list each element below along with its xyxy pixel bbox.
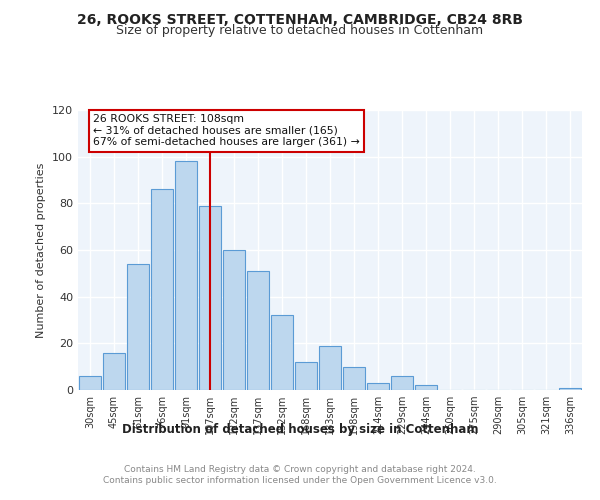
Text: Size of property relative to detached houses in Cottenham: Size of property relative to detached ho… bbox=[116, 24, 484, 37]
Text: Contains public sector information licensed under the Open Government Licence v3: Contains public sector information licen… bbox=[103, 476, 497, 485]
Text: Distribution of detached houses by size in Cottenham: Distribution of detached houses by size … bbox=[122, 422, 478, 436]
Bar bbox=[151, 190, 173, 390]
Bar bbox=[127, 264, 149, 390]
Bar bbox=[199, 206, 221, 390]
Text: Contains HM Land Registry data © Crown copyright and database right 2024.: Contains HM Land Registry data © Crown c… bbox=[124, 465, 476, 474]
Text: 26, ROOKS STREET, COTTENHAM, CAMBRIDGE, CB24 8RB: 26, ROOKS STREET, COTTENHAM, CAMBRIDGE, … bbox=[77, 12, 523, 26]
Bar bbox=[79, 376, 101, 390]
Bar bbox=[223, 250, 245, 390]
Bar bbox=[103, 352, 125, 390]
Bar bbox=[367, 383, 389, 390]
Bar bbox=[247, 271, 269, 390]
Bar bbox=[559, 388, 581, 390]
Text: 26 ROOKS STREET: 108sqm
← 31% of detached houses are smaller (165)
67% of semi-d: 26 ROOKS STREET: 108sqm ← 31% of detache… bbox=[93, 114, 360, 148]
Bar bbox=[415, 386, 437, 390]
Bar bbox=[391, 376, 413, 390]
Bar bbox=[295, 362, 317, 390]
Bar bbox=[319, 346, 341, 390]
Bar bbox=[343, 366, 365, 390]
Y-axis label: Number of detached properties: Number of detached properties bbox=[37, 162, 46, 338]
Bar bbox=[271, 316, 293, 390]
Bar bbox=[175, 162, 197, 390]
